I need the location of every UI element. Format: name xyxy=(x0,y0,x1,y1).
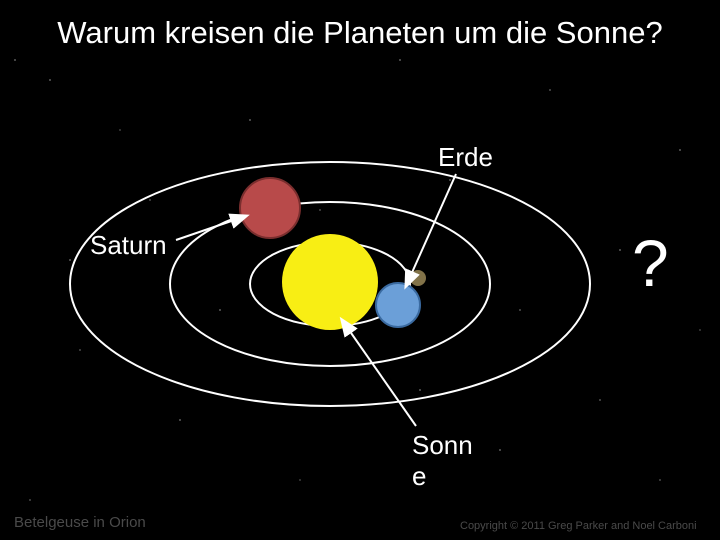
starfield-background xyxy=(0,0,720,540)
page-title: Warum kreisen die Planeten um die Sonne? xyxy=(0,14,720,51)
label-saturn: Saturn xyxy=(90,230,167,261)
question-mark: ? xyxy=(632,225,669,301)
label-erde: Erde xyxy=(438,142,493,173)
watermark-left: Betelgeuse in Orion xyxy=(14,514,146,531)
watermark-right: Copyright © 2011 Greg Parker and Noel Ca… xyxy=(460,520,697,532)
label-sonne: Sonn e xyxy=(412,430,492,492)
